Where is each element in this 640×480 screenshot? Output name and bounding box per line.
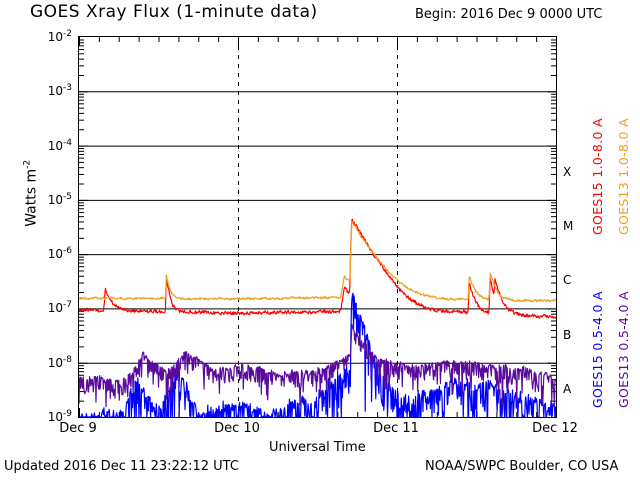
plot-area	[78, 36, 557, 418]
trace-goes15-1-0-8-0-a	[79, 218, 556, 319]
y-tick-mantissa: 10	[47, 355, 64, 370]
y-tick-exponent: -5	[63, 191, 72, 202]
legend-label-goes15-0-5-4-0-a: GOES15 0.5-4.0 A	[590, 291, 605, 408]
legend-label-goes13-0-5-4-0-a: GOES13 0.5-4.0 A	[616, 291, 631, 408]
y-tick-label: 10-7	[26, 300, 72, 315]
y-tick-label: 10-4	[26, 138, 72, 153]
y-tick-mantissa: 10	[47, 84, 64, 99]
y-tick-mantissa: 10	[47, 410, 64, 424]
legend-label-goes13-1-0-8-0-a: GOES13 1.0-8.0 A	[616, 118, 631, 235]
x-tick-label: Dec 12	[532, 421, 578, 436]
trace-goes13-0-5-4-0-a	[79, 324, 556, 408]
y-tick-exponent: -3	[63, 83, 72, 94]
trace-goes15-0-5-4-0-a	[79, 292, 556, 417]
y-tick-label: 10-3	[26, 83, 72, 98]
source-credit: NOAA/SWPC Boulder, CO USA	[425, 459, 619, 474]
y-tick-mantissa: 10	[47, 301, 64, 316]
trace-goes13-1-0-8-0-a	[79, 220, 556, 303]
y-tick-exponent: -7	[63, 300, 72, 311]
x-axis-label: Universal Time	[269, 440, 366, 455]
y-tick-mantissa: 10	[47, 30, 64, 44]
page-title: GOES Xray Flux (1-minute data)	[30, 2, 318, 22]
x-tick-label: Dec 10	[214, 421, 260, 436]
begin-time-label: Begin: 2016 Dec 9 0000 UTC	[415, 7, 603, 22]
x-tick-label: Dec 11	[373, 421, 419, 436]
flare-class-label-X: X	[563, 164, 572, 179]
y-tick-label: 10-5	[26, 192, 72, 207]
y-tick-mantissa: 10	[47, 192, 64, 207]
flare-class-label-A: A	[563, 381, 572, 396]
updated-timestamp: Updated 2016 Dec 11 23:22:12 UTC	[4, 459, 239, 474]
y-tick-exponent: -8	[63, 354, 72, 365]
y-tick-label: 10-2	[26, 29, 72, 44]
y-tick-label: 10-9	[26, 409, 72, 424]
flare-class-label-M: M	[563, 218, 574, 233]
y-tick-exponent: -4	[63, 137, 72, 148]
y-tick-exponent: -9	[63, 409, 72, 419]
y-tick-label: 10-8	[26, 355, 72, 370]
flare-class-label-C: C	[563, 273, 572, 288]
plot-canvas	[79, 37, 556, 417]
y-tick-mantissa: 10	[47, 138, 64, 153]
y-axis-label-exponent: -2	[22, 159, 33, 169]
x-tick-label: Dec 9	[59, 421, 97, 436]
y-tick-mantissa: 10	[47, 247, 64, 262]
y-tick-exponent: -6	[63, 246, 72, 257]
flare-class-label-B: B	[563, 327, 572, 342]
legend-label-goes15-1-0-8-0-a: GOES15 1.0-8.0 A	[590, 118, 605, 235]
y-tick-label: 10-6	[26, 246, 72, 261]
y-tick-exponent: -2	[63, 29, 72, 39]
